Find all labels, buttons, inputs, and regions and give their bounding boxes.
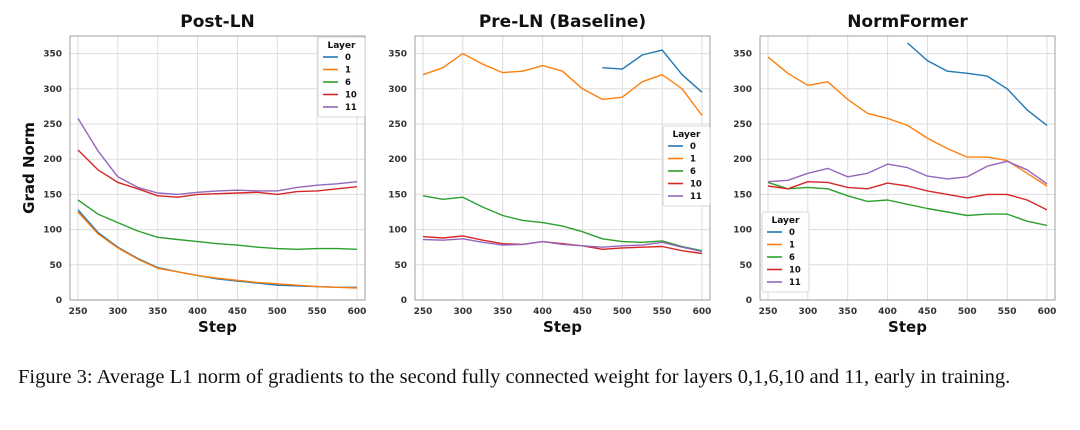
series-line-layer-6: [77, 199, 358, 250]
legend-label-layer-10: 10: [690, 180, 702, 190]
x-tick-label: 250: [414, 307, 433, 317]
series-line-layer-1: [767, 56, 1048, 187]
x-tick-label: 450: [228, 307, 247, 317]
y-tick-label: 200: [388, 155, 407, 165]
x-tick-label: 400: [533, 307, 552, 317]
x-tick-label: 350: [148, 307, 167, 317]
y-tick-label: 50: [49, 261, 62, 271]
x-tick-label: 350: [838, 307, 857, 317]
series-line-layer-6: [422, 195, 703, 252]
series-line-layer-10: [77, 149, 358, 198]
legend-title: Layer: [673, 130, 702, 140]
series-line-layer-0: [602, 49, 703, 93]
y-tick-label: 300: [43, 85, 62, 95]
x-tick-label: 500: [268, 307, 287, 317]
y-tick-label: 0: [746, 296, 752, 306]
legend-label-layer-11: 11: [345, 103, 357, 113]
x-axis-label: Step: [198, 318, 237, 336]
y-tick-label: 300: [733, 85, 752, 95]
x-tick-label: 600: [1038, 307, 1057, 317]
x-tick-label: 550: [308, 307, 327, 317]
y-tick-label: 50: [394, 261, 407, 271]
legend-label-layer-1: 1: [690, 155, 696, 165]
x-tick-label: 600: [348, 307, 367, 317]
x-tick-label: 450: [918, 307, 937, 317]
y-tick-label: 250: [43, 120, 62, 130]
y-axis-label: Grad Norm: [20, 122, 38, 214]
x-tick-label: 300: [798, 307, 817, 317]
legend-label-layer-0: 0: [789, 228, 795, 238]
legend-label-layer-6: 6: [690, 167, 696, 177]
x-tick-label: 450: [573, 307, 592, 317]
x-tick-label: 400: [878, 307, 897, 317]
x-tick-label: 300: [108, 307, 127, 317]
x-tick-label: 600: [693, 307, 712, 317]
y-tick-label: 350: [43, 50, 62, 60]
y-tick-label: 100: [388, 226, 407, 236]
plot-frame: [69, 35, 366, 301]
y-tick-label: 150: [733, 190, 752, 200]
x-tick-label: 500: [613, 307, 632, 317]
x-tick-label: 400: [188, 307, 207, 317]
x-tick-label: 500: [958, 307, 977, 317]
series-line-layer-10: [767, 181, 1048, 211]
y-tick-label: 50: [739, 261, 752, 271]
figure-caption: Figure 3: Average L1 norm of gradients t…: [18, 366, 1011, 388]
series-line-layer-0: [907, 42, 1048, 126]
y-tick-label: 200: [733, 155, 752, 165]
y-tick-label: 0: [56, 296, 62, 306]
legend-label-layer-1: 1: [345, 66, 351, 76]
y-tick-label: 300: [388, 85, 407, 95]
plot-frame: [759, 35, 1056, 301]
y-tick-label: 100: [43, 226, 62, 236]
legend-title: Layer: [772, 216, 801, 226]
x-tick-label: 550: [653, 307, 672, 317]
series-line-layer-1: [77, 211, 358, 289]
legend-label-layer-10: 10: [345, 91, 357, 101]
x-tick-label: 250: [759, 307, 778, 317]
legend-label-layer-6: 6: [789, 253, 795, 263]
y-tick-label: 350: [733, 50, 752, 60]
legend-label-layer-11: 11: [690, 192, 702, 202]
plot-area: [415, 36, 710, 300]
x-axis-label: Step: [543, 318, 582, 336]
legend-label-layer-11: 11: [789, 278, 801, 288]
series-line-layer-11: [77, 118, 358, 196]
x-tick-label: 300: [453, 307, 472, 317]
y-tick-label: 350: [388, 50, 407, 60]
legend-title: Layer: [328, 41, 357, 51]
series-line-layer-11: [767, 160, 1048, 185]
y-tick-label: 0: [401, 296, 407, 306]
legend-label-layer-1: 1: [789, 241, 795, 251]
x-tick-label: 250: [69, 307, 88, 317]
y-tick-label: 100: [733, 226, 752, 236]
legend: Layer 0 1 6 10 11: [317, 36, 366, 118]
series-line-layer-6: [767, 181, 1048, 227]
series-line-layer-11: [422, 238, 703, 253]
panel-title: Post-LN: [180, 12, 255, 32]
x-tick-label: 350: [493, 307, 512, 317]
plot-area: [70, 36, 365, 300]
legend-label-layer-10: 10: [789, 266, 801, 276]
legend-label-layer-0: 0: [345, 53, 351, 63]
legend: Layer 0 1 6 10 11: [662, 125, 711, 207]
y-tick-label: 250: [388, 120, 407, 130]
x-axis-label: Step: [888, 318, 927, 336]
legend-label-layer-6: 6: [345, 78, 351, 88]
y-tick-label: 250: [733, 120, 752, 130]
x-tick-label: 550: [998, 307, 1017, 317]
y-tick-label: 200: [43, 155, 62, 165]
panel-title: Pre-LN (Baseline): [479, 12, 646, 32]
y-tick-label: 150: [43, 190, 62, 200]
legend: Layer 0 1 6 10 11: [761, 211, 810, 293]
y-tick-label: 150: [388, 190, 407, 200]
legend-label-layer-0: 0: [690, 142, 696, 152]
panel-title: NormFormer: [847, 12, 968, 32]
series-line-layer-1: [422, 52, 703, 117]
